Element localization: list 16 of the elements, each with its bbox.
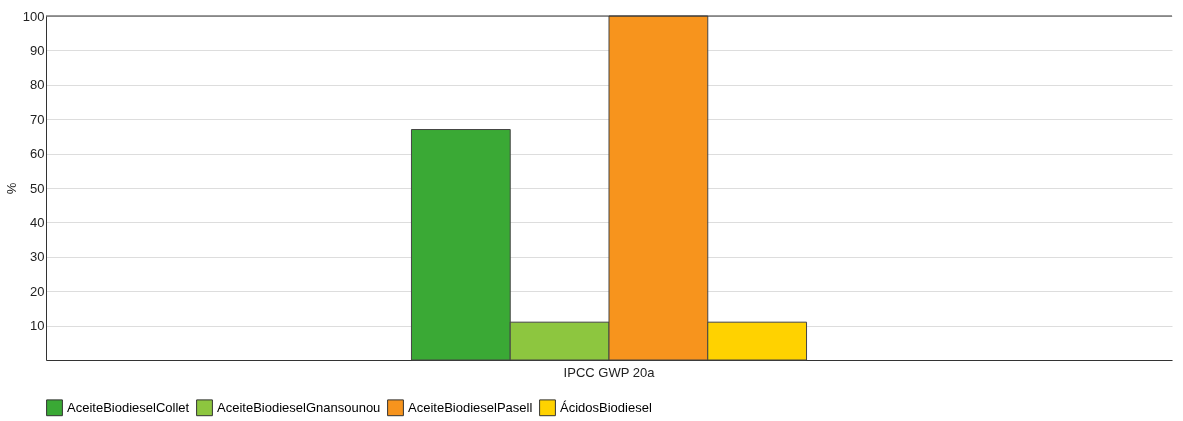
legend-label: AceiteBiodieselCollet xyxy=(67,399,190,415)
y-tick-label: 70 xyxy=(30,111,45,127)
y-tick-label: 40 xyxy=(30,214,45,230)
legend-label: ÁcidosBiodiesel xyxy=(560,399,652,415)
y-tick-label: 80 xyxy=(30,77,45,93)
legend-label: AceiteBiodieselPasell xyxy=(408,399,533,415)
y-tick-label: 30 xyxy=(30,249,45,265)
y-tick-label: 90 xyxy=(30,42,45,58)
y-tick-label: 20 xyxy=(30,283,45,299)
y-tick-label: 100 xyxy=(22,8,45,24)
legend-label: AceiteBiodieselGnansounou xyxy=(217,399,381,415)
y-tick-label: 60 xyxy=(30,146,45,162)
y-tick-label: 50 xyxy=(30,180,45,196)
x-tick-label: IPCC GWP 20a xyxy=(563,364,656,380)
y-axis-title: % xyxy=(3,182,19,195)
y-tick-label: 10 xyxy=(30,318,45,334)
